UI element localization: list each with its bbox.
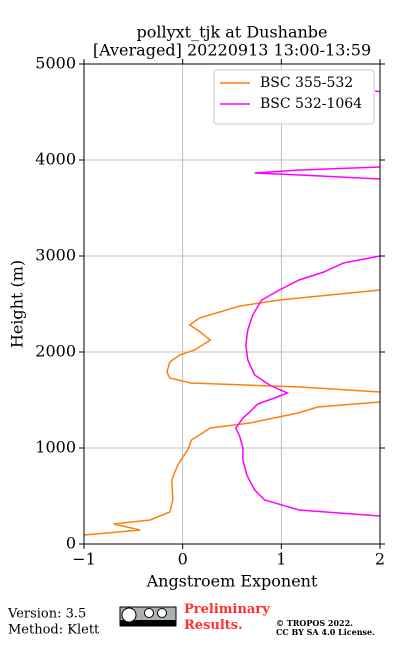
y-tick-label: 2000: [35, 342, 76, 361]
y-tick-label: 4000: [35, 150, 76, 169]
y-tick-label: 5000: [35, 54, 76, 73]
version: Version: 3.5: [7, 607, 86, 622]
plot-lines: [84, 90, 380, 536]
x-tick-label: 0: [178, 550, 188, 569]
chart-subtitle: [Averaged] 20220913 13:00-13:59: [93, 41, 371, 60]
x-tick-label: −1: [72, 550, 96, 569]
y-tick-label: 1000: [35, 438, 76, 457]
license: CC BY SA 4.0 License.: [276, 627, 375, 637]
x-tick-label: 2: [375, 550, 385, 569]
status-line-1: Preliminary Results.: [184, 602, 270, 633]
x-axis-label: Angstroem Exponent: [146, 572, 318, 591]
legend-box: [213, 69, 375, 125]
method: Method: Klett: [8, 623, 100, 638]
chart-title: pollyxt_tjk at Dushanbe: [136, 23, 327, 42]
y-tick-label: 0: [66, 534, 76, 553]
plot-frame: [83, 63, 381, 545]
legend-label: BSC 355-532: [260, 75, 353, 91]
legend-label: BSC 532-1064: [260, 96, 362, 112]
x-tick-label: 1: [276, 550, 286, 569]
cc-logo: [119, 606, 177, 627]
copyright: © TROPOS 2022.: [276, 618, 353, 628]
y-axis-label: Height (m): [8, 260, 27, 348]
y-tick-label: 3000: [35, 246, 76, 265]
profile-line: [235, 90, 380, 517]
profile-line: [84, 289, 380, 536]
